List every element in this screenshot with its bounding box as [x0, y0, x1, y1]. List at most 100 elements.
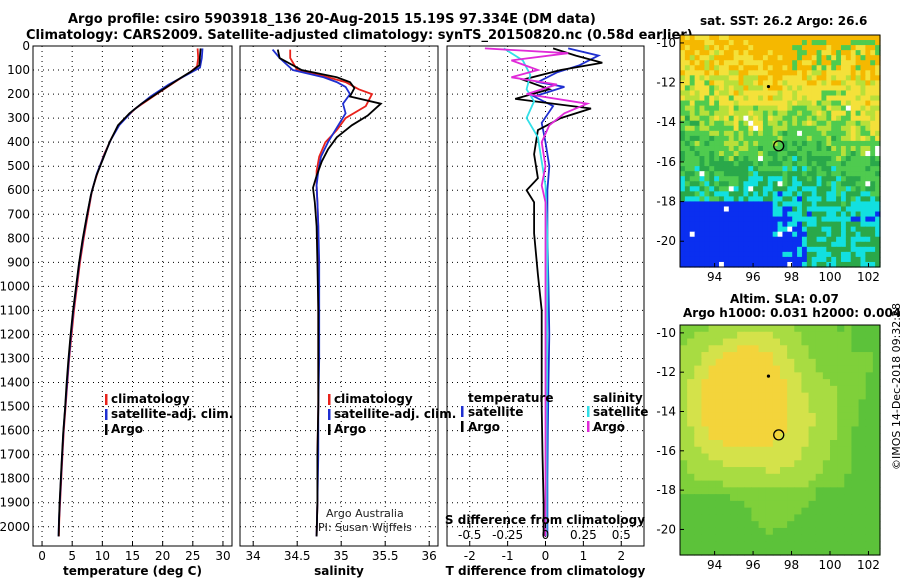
y-tick-label: 1800: [0, 472, 30, 486]
sla-heatmap: [680, 325, 881, 556]
credit-line: PI: Susan Wijffels: [318, 521, 412, 534]
s-tick-label: 0.25: [570, 528, 597, 542]
map-frame: [679, 324, 881, 556]
legend-swatch: [105, 394, 108, 405]
y-tick-label: 0: [22, 39, 30, 53]
credit-line: Argo Australia: [326, 507, 404, 520]
x-axis-label: T difference from climatology: [446, 564, 646, 578]
map-x-tick-label: 100: [819, 270, 842, 284]
legend-label: satellite-adj. clim.: [334, 407, 456, 421]
y-tick-label: 1000: [0, 279, 30, 293]
sst-map-title: sat. SST: 26.2 Argo: 26.6: [700, 14, 868, 28]
previous-location-marker: [766, 84, 771, 89]
x-tick-label: -1: [502, 549, 514, 563]
legend-swatch: [105, 424, 108, 435]
map-y-tick-label: -12: [656, 365, 676, 379]
sla-map-title-line2: Argo h1000: 0.031 h2000: 0.0045: [683, 306, 900, 320]
map-x-tick-label: 94: [707, 558, 722, 572]
legend-label: Argo: [468, 420, 500, 434]
legend-temperature-title: temperature: [468, 391, 553, 405]
map-x-tick-label: 98: [784, 270, 799, 284]
map-y-tick-label: -16: [656, 155, 676, 169]
map-y-tick-label: -14: [656, 115, 676, 129]
y-tick-label: 1100: [0, 303, 30, 317]
x-tick-label: 25: [185, 549, 200, 563]
y-tick-label: 500: [7, 159, 30, 173]
series-s-argo: [484, 47, 591, 537]
y-tick-label: 1700: [0, 448, 30, 462]
legend-label: satellite-adj. clim.: [111, 407, 233, 421]
s-tick-label: 0: [542, 528, 550, 542]
legend-label: satellite: [468, 405, 523, 419]
map-x-tick-label: 100: [819, 558, 842, 572]
x-tick-label: 10: [95, 549, 110, 563]
legend-salinity-title: salinity: [593, 391, 643, 405]
map-y-tick-label: -10: [656, 36, 676, 50]
legend-label: climatology: [334, 392, 413, 406]
series-climatology: [289, 49, 374, 537]
map-x-tick-label: 96: [745, 558, 760, 572]
x-tick-label: 36: [422, 549, 437, 563]
map-y-tick-label: -12: [656, 76, 676, 90]
legend-swatch: [461, 421, 464, 432]
y-tick-label: 2000: [0, 520, 30, 534]
y-tick-label: 900: [7, 255, 30, 269]
map-x-tick-label: 98: [784, 558, 799, 572]
legend-swatch: [587, 421, 590, 432]
x-tick-label: 15: [125, 549, 140, 563]
legend-swatch: [461, 406, 464, 417]
map-frame: [679, 34, 881, 268]
y-tick-label: 600: [7, 183, 30, 197]
map-y-tick-label: -18: [656, 195, 676, 209]
map-y-tick-label: -20: [656, 522, 676, 536]
map-y-tick-label: -14: [656, 404, 676, 418]
x-tick-label: 34: [246, 549, 261, 563]
s-tick-label: 0.5: [612, 528, 631, 542]
series-satellite-adj-clim-: [271, 49, 352, 537]
sla-map-panel: 94 96 98 100 102 -10 -12 -14 -16 -18 -20: [656, 324, 881, 572]
map-y-tick-label: -16: [656, 444, 676, 458]
x-tick-label: -2: [464, 549, 476, 563]
x-tick-label: 0: [38, 549, 46, 563]
map-y-tick-label: -18: [656, 483, 676, 497]
series-satellite-adj-clim-: [57, 48, 204, 537]
series-t-satellite: [531, 47, 602, 537]
legend-swatch: [105, 409, 108, 420]
x-tick-label: 20: [155, 549, 170, 563]
x-tick-label: 5: [68, 549, 76, 563]
y-tick-label: 400: [7, 135, 30, 149]
previous-location-marker: [766, 374, 771, 378]
y-tick-label: 1300: [0, 352, 30, 366]
series-argo: [57, 48, 202, 537]
sla-map-title-line1: Altim. SLA: 0.07: [730, 292, 839, 306]
map-x-tick-label: 94: [707, 270, 722, 284]
series-argo: [276, 49, 383, 537]
map-y-tick-label: -20: [656, 234, 676, 248]
legend-label: satellite: [593, 405, 648, 419]
s-axis-label: S difference from climatology: [445, 513, 645, 527]
series-climatology: [58, 48, 200, 537]
y-tick-label: 1900: [0, 496, 30, 510]
y-tick-label: 1600: [0, 424, 30, 438]
x-tick-label: 30: [215, 549, 230, 563]
x-tick-label: 35: [334, 549, 349, 563]
legend-label: Argo: [593, 420, 625, 434]
x-axis-label: salinity: [314, 564, 364, 578]
y-tick-label: 100: [7, 63, 30, 77]
x-tick-label: 35.5: [372, 549, 399, 563]
sst-map-panel: 94 96 98 100 102 -10 -12 -14 -16 -18 -20: [656, 34, 881, 284]
legend-swatch: [328, 409, 331, 420]
map-x-tick-label: 102: [857, 270, 880, 284]
x-tick-label: 0: [542, 549, 550, 563]
y-tick-label: 700: [7, 207, 30, 221]
imos-timestamp: ©IMOS 14-Dec-2018 09:32:28: [890, 303, 900, 470]
temperature-panel: 0 5 10 15 20 25 30 temperature (deg C) 0 100 200 30…: [0, 39, 233, 578]
x-axis-label: temperature (deg C): [63, 564, 202, 578]
map-y-tick-label: -10: [656, 326, 676, 340]
legend-label: Argo: [111, 422, 143, 436]
panel-frame: [239, 45, 439, 547]
figure-title-line1: Argo profile: csiro 5903918_136 20-Aug-2…: [68, 12, 596, 27]
map-x-tick-label: 102: [857, 558, 880, 572]
series-t-argo: [514, 47, 603, 537]
y-tick-label: 1200: [0, 327, 30, 341]
